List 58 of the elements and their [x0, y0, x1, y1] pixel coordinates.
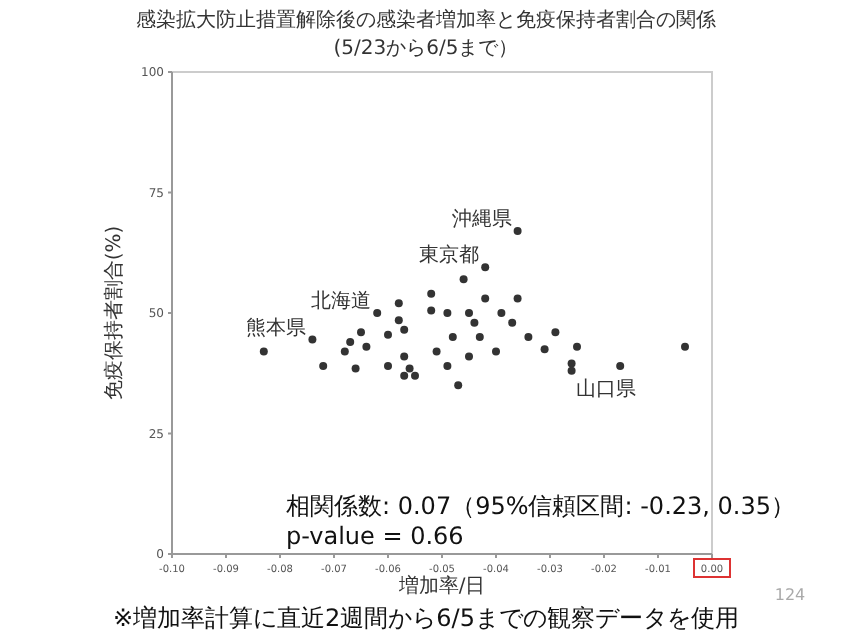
point: [567, 366, 576, 375]
annotation: 山口県: [575, 376, 636, 401]
point: [567, 359, 576, 368]
point: [470, 318, 479, 327]
point: [616, 362, 625, 371]
point: [481, 294, 490, 303]
point: [454, 381, 463, 390]
annotation: 熊本県: [246, 315, 307, 340]
point: [497, 309, 506, 317]
point: [443, 362, 452, 371]
point: [427, 306, 436, 315]
point: [308, 335, 317, 344]
point: [481, 263, 490, 272]
point: [351, 364, 360, 373]
annotation: 相関係数: 0.07（95%信頼区間: -0.23, 0.35）: [286, 492, 796, 520]
point: [508, 318, 517, 327]
annotation: p-value = 0.66: [286, 522, 464, 550]
point: [400, 352, 409, 361]
point: [400, 325, 409, 334]
point: [492, 347, 500, 356]
text: ※増加率計算に直近2週間から6/5までの観察データを使用: [112, 604, 740, 632]
point: [394, 316, 403, 325]
point: [394, 299, 403, 308]
point: [411, 371, 419, 380]
x-axis-title: 増加率/日: [396, 574, 486, 598]
annotation: 北海道: [311, 289, 372, 313]
annotation: 沖縄県: [451, 207, 512, 232]
chart-subtitle: (5/23から6/5まで）: [333, 38, 519, 60]
point: [384, 330, 392, 339]
point: [373, 309, 382, 317]
point: [465, 309, 473, 317]
point: [540, 345, 549, 354]
point: [551, 328, 560, 337]
point: [475, 333, 484, 342]
annotation: 東京都: [419, 243, 480, 268]
point: [346, 337, 355, 346]
point: [681, 342, 689, 351]
text: 124: [774, 586, 806, 604]
point: [465, 352, 473, 361]
point: [432, 347, 441, 356]
chart-title: 感染拡大防止措置解除後の感染者増加率と免疫保持者割合の関係: [136, 8, 716, 32]
point: [524, 333, 533, 342]
point: [513, 227, 522, 236]
point: [340, 347, 349, 356]
point: [427, 289, 436, 298]
point: [362, 342, 371, 351]
point: [443, 309, 452, 317]
point: [405, 364, 414, 373]
point: [513, 294, 522, 303]
point: [319, 362, 328, 371]
point: [400, 371, 409, 380]
point: [573, 342, 581, 351]
y-axis-title: 免疫保持者割合(%): [102, 225, 126, 401]
point: [384, 362, 392, 371]
point: [259, 347, 268, 356]
point: [448, 333, 457, 342]
point: [357, 328, 365, 337]
point: [459, 275, 468, 284]
